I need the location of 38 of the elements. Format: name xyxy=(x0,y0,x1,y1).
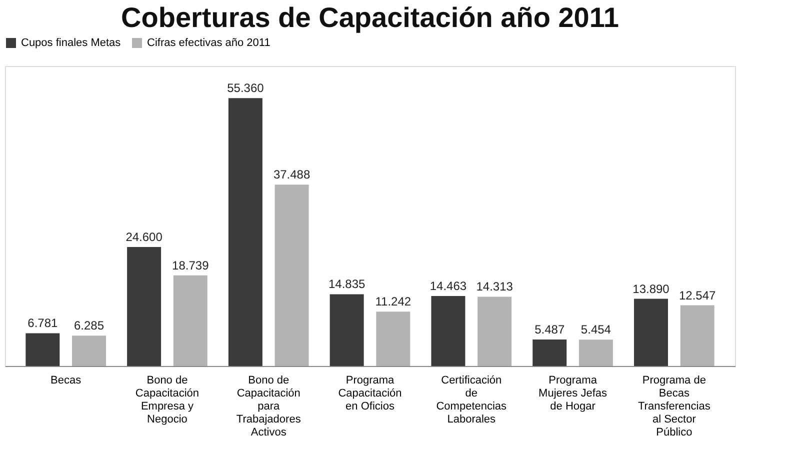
bar xyxy=(127,246,162,366)
data-label: 5.487 xyxy=(534,322,565,336)
bar xyxy=(634,298,668,366)
bar xyxy=(228,98,262,366)
data-label: 24.600 xyxy=(126,230,163,244)
data-label: 11.242 xyxy=(375,294,412,309)
data-label: 14.313 xyxy=(476,280,514,294)
data-label: 14.463 xyxy=(430,279,467,294)
data-label: 55.360 xyxy=(227,81,264,96)
bar xyxy=(578,340,613,366)
data-label: 14.835 xyxy=(328,277,366,292)
data-label: 5.454 xyxy=(580,322,612,337)
x-tick-label: Programa de Becas Transferencias al Sector Público xyxy=(638,374,711,438)
data-label: 37.488 xyxy=(273,168,310,182)
chart-title: Coberturas de Capacitación año 2011 xyxy=(121,2,619,33)
data-label: 6.781 xyxy=(28,316,58,330)
data-label: 18.739 xyxy=(172,258,210,272)
bar xyxy=(26,333,60,366)
bar xyxy=(532,339,567,366)
bar xyxy=(680,305,714,366)
bar xyxy=(376,312,410,366)
x-tick-label: Bono de Capacitación para Trabajadores Activos xyxy=(236,374,302,438)
legend-label: Cifras efectivas año 2011 xyxy=(147,37,270,49)
bar xyxy=(173,275,208,366)
x-tick-label: Programa Mujeres Jefas de Hogar xyxy=(538,374,608,412)
bar xyxy=(431,296,466,366)
bar xyxy=(478,296,512,366)
bar xyxy=(274,184,309,366)
bar xyxy=(330,294,364,366)
x-tick-label: Certificación de Competencias Laborales xyxy=(436,374,508,426)
legend-label: Cupos finales Metas xyxy=(21,37,122,49)
x-tick-label: Bono de Capacitación Empresa y Negocio xyxy=(135,374,200,426)
x-tick-label: Becas xyxy=(50,374,82,386)
data-label: 12.547 xyxy=(678,288,716,302)
data-label: 13.890 xyxy=(632,282,670,296)
bar xyxy=(72,336,106,366)
data-label: 6.285 xyxy=(74,318,104,333)
x-tick-label: Programa Capacitación en Oficios xyxy=(338,374,402,412)
